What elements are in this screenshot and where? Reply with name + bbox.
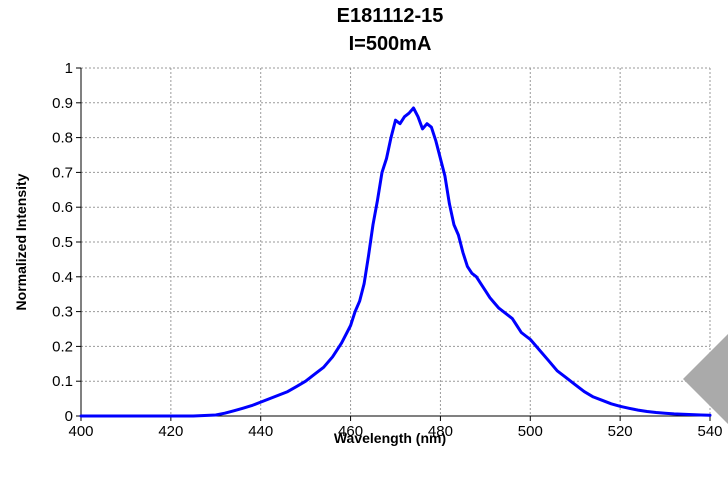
scroll-arrow-overlay[interactable] — [683, 334, 728, 424]
y-tick-label: 0.1 — [52, 373, 73, 390]
grid-lines — [80, 67, 711, 417]
spectrum-line — [79, 106, 712, 418]
tick-labels: 400 420 440 460 480 500 520 540 0 0.1 0.2 0.3 0.4 0.5… — [52, 60, 722, 440]
chart-title: E181112-15 — [337, 5, 444, 27]
y-tick-label: 0.8 — [52, 130, 73, 147]
y-axis-label: Normalized Intensity — [13, 173, 29, 310]
x-tick-label: 460 — [338, 423, 363, 440]
y-tick-label: 0.4 — [52, 269, 73, 286]
y-tick-label: 0.9 — [52, 95, 73, 112]
x-tick-label: 500 — [518, 423, 543, 440]
chart-subtitle: I=500mA — [349, 33, 432, 55]
y-tick-label: 0 — [65, 408, 73, 425]
y-tick-label: 0.2 — [52, 338, 73, 355]
x-tick-label: 520 — [608, 423, 633, 440]
x-tick-label: 480 — [428, 423, 453, 440]
x-tick-label: 420 — [158, 423, 183, 440]
x-tick-label: 440 — [248, 423, 273, 440]
x-axis-label: Wavelength (nm) — [334, 430, 446, 446]
series-layer — [79, 106, 712, 418]
y-tick-label: 0.5 — [52, 234, 73, 251]
x-tick-label: 400 — [68, 423, 93, 440]
y-tick-label: 0.3 — [52, 304, 73, 321]
y-tick-label: 0.7 — [52, 164, 73, 181]
y-tick-label: 0.6 — [52, 199, 73, 216]
x-tick-label: 540 — [697, 423, 722, 440]
y-tick-label: 1 — [65, 60, 73, 77]
